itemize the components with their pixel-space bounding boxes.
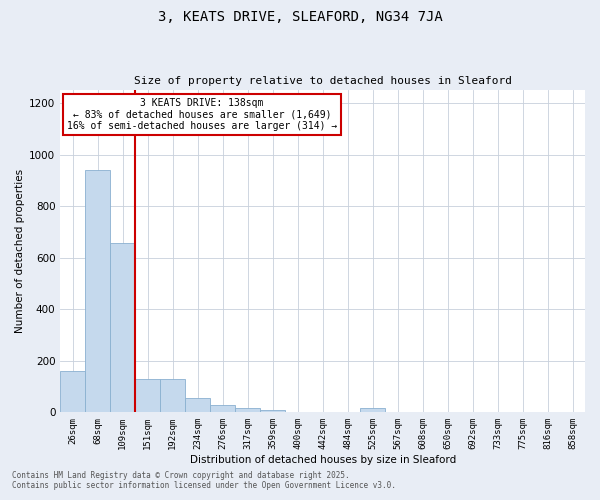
Bar [360,408,385,412]
Bar [210,404,235,412]
Bar [110,244,135,412]
Bar [60,371,85,412]
Y-axis label: Number of detached properties: Number of detached properties [15,169,25,334]
Text: Contains HM Land Registry data © Crown copyright and database right 2025.
Contai: Contains HM Land Registry data © Crown c… [12,470,396,490]
Text: 3, KEATS DRIVE, SLEAFORD, NG34 7JA: 3, KEATS DRIVE, SLEAFORD, NG34 7JA [158,10,442,24]
Bar [260,410,285,412]
Bar [185,398,210,412]
Bar [160,379,185,412]
Bar [235,408,260,412]
Bar [135,379,160,412]
X-axis label: Distribution of detached houses by size in Sleaford: Distribution of detached houses by size … [190,455,456,465]
Text: 3 KEATS DRIVE: 138sqm
← 83% of detached houses are smaller (1,649)
16% of semi-d: 3 KEATS DRIVE: 138sqm ← 83% of detached … [67,98,337,132]
Title: Size of property relative to detached houses in Sleaford: Size of property relative to detached ho… [134,76,512,86]
Bar [85,170,110,412]
